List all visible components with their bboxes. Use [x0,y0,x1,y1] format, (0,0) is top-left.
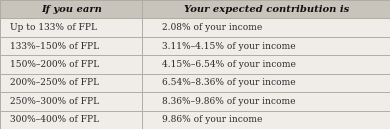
Text: 200%–250% of FPL: 200%–250% of FPL [10,78,99,87]
Bar [142,0,390,18]
Bar [142,55,390,74]
Text: 6.54%–8.36% of your income: 6.54%–8.36% of your income [162,78,296,87]
Text: 150%–200% of FPL: 150%–200% of FPL [10,60,99,69]
Bar [142,18,390,37]
Bar [0,18,142,37]
Text: 4.15%–6.54% of your income: 4.15%–6.54% of your income [162,60,296,69]
Bar [0,0,142,18]
Bar [0,55,142,74]
Bar [0,74,142,92]
Text: 250%–300% of FPL: 250%–300% of FPL [10,97,99,106]
Text: 2.08% of your income: 2.08% of your income [162,23,262,32]
Text: If you earn: If you earn [41,5,102,14]
Text: Up to 133% of FPL: Up to 133% of FPL [10,23,97,32]
Bar [0,111,142,129]
Bar [142,74,390,92]
Text: 133%–150% of FPL: 133%–150% of FPL [10,42,99,51]
Bar [142,111,390,129]
Text: 300%–400% of FPL: 300%–400% of FPL [10,115,99,124]
Bar [0,37,142,55]
Bar [142,92,390,111]
Bar [0,92,142,111]
Text: Your expected contribution is: Your expected contribution is [184,5,349,14]
Text: 3.11%–4.15% of your income: 3.11%–4.15% of your income [162,42,296,51]
Text: 9.86% of your income: 9.86% of your income [162,115,262,124]
Bar [142,37,390,55]
Text: 8.36%–9.86% of your income: 8.36%–9.86% of your income [162,97,295,106]
